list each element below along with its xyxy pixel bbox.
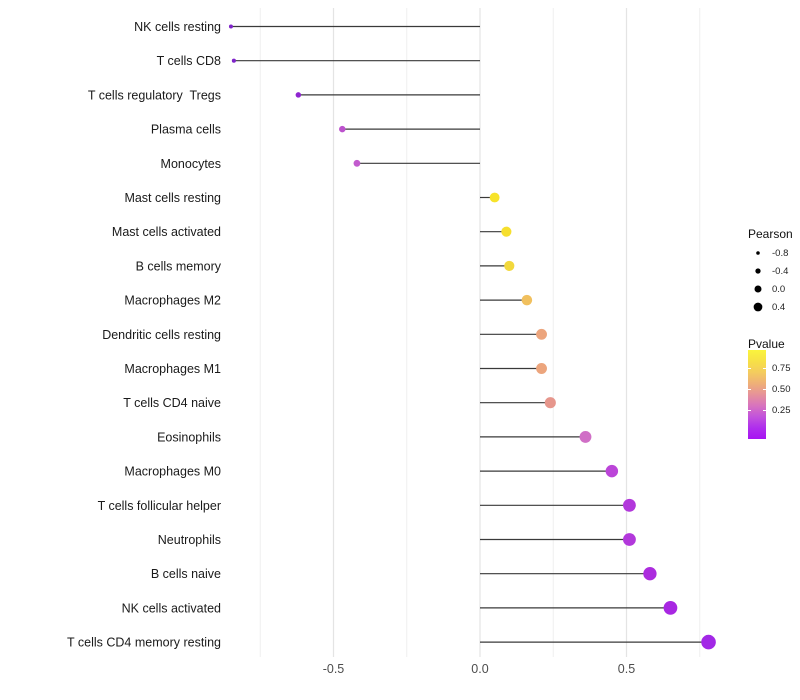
pearson-legend-title: Pearson <box>748 227 793 241</box>
lollipop-point <box>536 363 547 374</box>
pvalue-gradient-tick <box>748 367 751 369</box>
pvalue-legend-value: 0.75 <box>772 362 791 374</box>
pvalue-gradient-tick <box>748 388 751 390</box>
y-axis-label: Macrophages M2 <box>124 294 221 308</box>
lollipop-point <box>663 601 678 615</box>
lollipop-point <box>339 125 346 133</box>
lollipop-point <box>231 58 236 63</box>
y-axis-label: NK cells resting <box>134 20 221 34</box>
lollipop-point <box>623 498 636 512</box>
y-axis-label: T cells CD8 <box>157 54 221 68</box>
pvalue-legend-title: Pvalue <box>748 337 785 351</box>
pearson-legend-value: 0.0 <box>772 284 786 295</box>
lollipop-point <box>536 328 547 340</box>
y-axis-label: T cells follicular helper <box>98 499 221 513</box>
y-axis-label: Eosinophils <box>157 430 221 444</box>
y-axis-label: Macrophages M1 <box>124 362 221 376</box>
pearson-legend-value: -0.8 <box>772 248 789 259</box>
lollipop-point <box>623 533 636 546</box>
lollipop-point <box>228 24 233 29</box>
lollipop-point <box>701 634 716 650</box>
y-axis-label: Dendritic cells resting <box>102 328 221 342</box>
pearson-legend-value: -0.4 <box>772 266 789 277</box>
lollipop-point <box>544 397 556 409</box>
lollipop-point <box>521 294 533 306</box>
y-axis-label: Mast cells resting <box>124 191 221 205</box>
pearson-legend-dot <box>748 262 768 280</box>
pvalue-gradient-tick <box>763 367 766 369</box>
lollipop-point <box>504 260 515 271</box>
pearson-legend-value: 0.4 <box>772 302 786 313</box>
lollipop-point <box>295 92 302 98</box>
lollipop-point <box>501 226 512 237</box>
pearson-legend-dot <box>748 244 768 262</box>
y-axis-label: Macrophages M0 <box>124 465 221 479</box>
y-axis-label: B cells memory <box>136 259 222 273</box>
lollipop-point <box>579 430 592 443</box>
y-axis-label: T cells CD4 memory resting <box>67 636 221 650</box>
lollipop-point <box>643 567 657 581</box>
legend-dot-icon <box>753 302 763 312</box>
y-axis-label: NK cells activated <box>122 601 221 615</box>
pvalue-legend-value: 0.25 <box>772 404 791 416</box>
pvalue-gradient-tick <box>763 388 766 390</box>
lollipop-point <box>353 159 361 167</box>
pearson-legend-dot <box>748 298 768 316</box>
y-axis-label: Neutrophils <box>158 533 221 547</box>
y-axis-label: Monocytes <box>161 157 221 171</box>
y-axis-label: B cells naive <box>151 567 221 581</box>
legend-dot-icon <box>755 268 761 274</box>
legend-dot-icon <box>754 285 762 293</box>
pearson-legend-dot <box>748 280 768 298</box>
y-axis-label: Mast cells activated <box>112 225 221 239</box>
y-axis-label: T cells CD4 naive <box>123 396 221 410</box>
y-axis-label: T cells regulatory Tregs <box>88 88 221 102</box>
pvalue-legend-value: 0.50 <box>772 383 791 395</box>
lollipop-point <box>489 192 500 203</box>
pvalue-gradient-tick <box>763 409 766 411</box>
pvalue-gradient-bar <box>748 350 766 439</box>
y-axis-label: Plasma cells <box>151 123 221 137</box>
pvalue-gradient-tick <box>748 409 751 411</box>
legend-dot-icon <box>756 251 760 255</box>
lollipop-point <box>605 464 619 478</box>
x-axis-tick-label: 0.0 <box>471 662 488 676</box>
x-axis-tick-label: -0.5 <box>323 662 345 676</box>
x-axis-tick-label: 0.5 <box>618 662 635 676</box>
